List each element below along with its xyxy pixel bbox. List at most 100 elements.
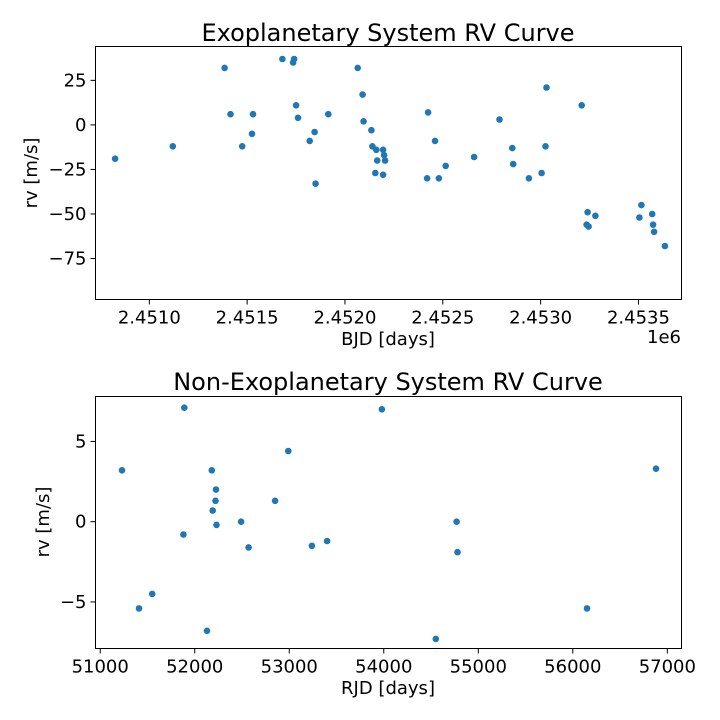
data-point [368,126,375,134]
data-point [649,221,657,228]
y-tick-label: −50 [49,204,87,225]
data-point [245,544,252,551]
x-tick-label: 2.4530 [509,308,572,329]
data-point [212,486,220,493]
x-tick-label: 2.4520 [313,308,376,329]
data-point [592,212,599,220]
data-point [290,55,298,63]
data-point [209,507,216,514]
data-point [208,467,216,474]
data-point [509,144,516,152]
y-tick-label: 25 [64,70,87,91]
y-tick-label: 5 [75,431,86,452]
y-tick-label: −5 [60,592,87,613]
plot-area [118,404,660,643]
data-point [227,110,234,118]
data-point [431,137,439,145]
data-point [306,137,314,145]
data-point [181,404,188,412]
data-point [271,497,279,505]
y-axis-ticks: 5 0 −5 [60,431,96,613]
data-point [543,84,550,91]
non-exoplanet-rv-chart: Non-Exoplanetary System RV Curve 51000 52… [33,368,696,699]
x-tick-label: 2.4535 [607,308,670,329]
y-axis-label: rv [m/s] [21,138,42,209]
data-point [285,447,292,455]
data-point [470,153,478,161]
data-point [169,143,177,150]
data-point [378,406,386,413]
data-point [432,635,440,643]
y-tick-label: −25 [49,159,87,180]
x-axis-label: RJD [days] [341,678,435,699]
data-point [237,518,245,525]
x-axis-ticks: 2.4510 2.4515 2.4520 2.4525 2.4530 2.4535 [118,299,670,329]
data-point [248,130,256,138]
data-point [308,542,316,550]
data-point [203,627,211,635]
data-point [373,157,381,164]
data-point [360,118,367,125]
data-point [118,467,126,474]
data-point [542,143,549,150]
data-point [638,201,645,209]
exoplanet-rv-chart: Exoplanetary System RV Curve 2.4510 2.451… [21,19,682,350]
data-point [652,465,660,473]
data-point [650,228,658,236]
data-point [509,160,517,168]
data-point [453,518,460,525]
data-point [424,109,432,116]
data-point [423,175,431,182]
data-point [213,521,220,529]
data-point [583,605,591,612]
data-point [111,155,119,162]
data-point [221,64,228,72]
x-tick-label: 53000 [261,657,318,678]
data-point [578,102,585,109]
y-axis-ticks: 25 0 −25 −50 −75 [49,70,96,270]
data-point [648,210,656,218]
x-tick-label: 55000 [450,657,507,678]
data-point [279,55,286,63]
y-tick-label: 0 [75,512,86,533]
x-tick-label: 2.4515 [216,308,279,329]
x-tick-label: 51000 [72,657,129,678]
data-point [148,590,156,598]
y-tick-label: −75 [49,249,87,270]
data-point [238,143,246,150]
data-point [292,102,300,109]
data-point [496,116,503,123]
data-point [525,175,533,182]
data-point [212,497,219,505]
x-tick-label: 2.4525 [411,308,474,329]
data-point [538,169,545,177]
x-tick-label: 54000 [355,657,412,678]
data-point [311,128,318,136]
data-point [354,64,362,72]
data-point [359,91,366,98]
plot-area [111,55,669,250]
data-point [249,110,257,118]
x-tick-label: 57000 [639,657,696,678]
data-point [372,169,379,177]
x-tick-label: 56000 [544,657,601,678]
data-point [373,146,380,154]
axes-frame [95,396,682,649]
chart-title: Non-Exoplanetary System RV Curve [173,368,603,396]
data-point [180,531,187,538]
data-point [380,151,388,159]
data-point [294,114,302,122]
data-point [636,214,643,221]
data-point [381,157,389,164]
x-axis-offset-label: 1e6 [647,327,681,348]
data-point [584,208,591,216]
data-point [135,605,143,612]
x-axis-label: BJD [days] [341,329,435,350]
data-point [454,548,461,556]
data-point [379,146,387,154]
x-axis-ticks: 51000 52000 53000 54000 55000 56000 57000 [72,648,696,678]
data-point [442,162,450,170]
data-point [325,110,332,118]
data-point [323,537,331,545]
